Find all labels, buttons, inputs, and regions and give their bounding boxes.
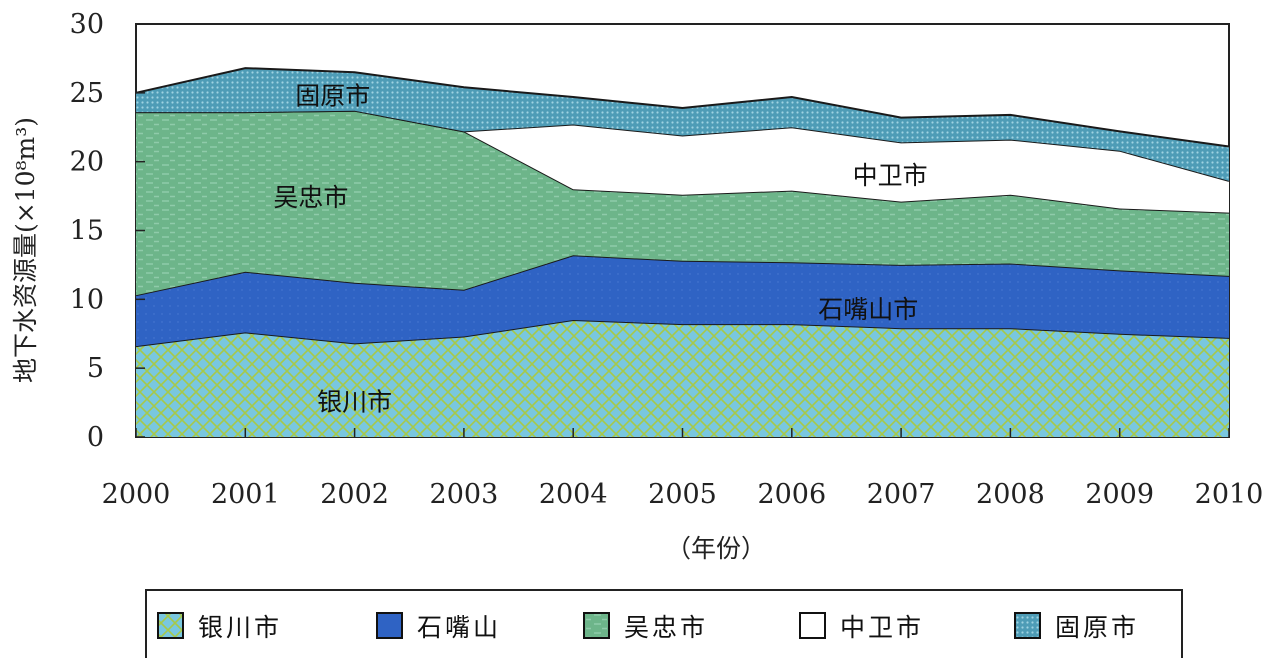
legend-swatch-yinchuan xyxy=(157,612,184,639)
x-tick-label: 2001 xyxy=(211,479,280,510)
legend-swatch-wuzhong xyxy=(583,612,610,639)
area-labels: 银川市 石嘴山市 吴忠市 中卫市 固原市 xyxy=(273,81,927,416)
y-tick-label: 10 xyxy=(70,284,104,315)
y-tick-label: 0 xyxy=(87,422,104,453)
legend-swatch-shizuishan xyxy=(376,612,403,639)
legend-label: 固原市 xyxy=(1055,613,1139,642)
area-label: 银川市 xyxy=(317,387,392,416)
x-tick-label: 2004 xyxy=(539,479,608,510)
area-guyuan xyxy=(136,68,1229,181)
y-axis: 0 5 10 15 20 25 30 xyxy=(70,9,145,453)
legend-box xyxy=(145,589,1183,658)
x-tick-label: 2006 xyxy=(757,479,826,510)
x-tick-label: 2003 xyxy=(430,479,499,510)
y-tick-label: 25 xyxy=(70,78,104,109)
legend-swatch-zhongwei xyxy=(799,612,826,639)
area-label: 中卫市 xyxy=(853,161,928,190)
x-axis: 2000 2001 2002 2003 2004 2005 2006 2007 2008 2009… xyxy=(102,428,1264,510)
x-tick-label: 2008 xyxy=(976,479,1045,510)
area-guyuan-top-line xyxy=(135,67,1230,148)
area-wuzhong xyxy=(136,110,1229,296)
area-label: 固原市 xyxy=(295,81,370,110)
area-yinchuan xyxy=(136,320,1229,437)
x-tick-label: 2010 xyxy=(1195,479,1264,510)
y-tick-label: 5 xyxy=(87,353,104,384)
x-tick-label: 2007 xyxy=(867,479,936,510)
legend-swatch-guyuan xyxy=(1014,612,1041,639)
y-tick-label: 15 xyxy=(70,216,104,247)
x-tick-label: 2000 xyxy=(102,479,171,510)
y-tick-label: 20 xyxy=(70,147,104,178)
x-tick-label: 2005 xyxy=(648,479,717,510)
legend-label: 银川市 xyxy=(198,613,282,642)
area-label: 石嘴山市 xyxy=(818,295,918,324)
legend: 银川市 石嘴山 吴忠市 中卫市 固原市 xyxy=(145,589,1183,658)
legend-label: 中卫市 xyxy=(840,613,924,642)
y-axis-title: 地下水资源量(×10⁸m³) xyxy=(11,117,40,383)
area-shizuishan xyxy=(136,255,1229,347)
area-label: 吴忠市 xyxy=(273,183,348,212)
y-tick-label: 30 xyxy=(70,9,104,40)
area-zhongwei xyxy=(136,110,1229,213)
x-axis-title: （年份） xyxy=(666,534,766,563)
legend-label: 石嘴山 xyxy=(417,613,501,642)
x-tick-label: 2009 xyxy=(1085,479,1154,510)
x-tick-label: 2002 xyxy=(320,479,389,510)
stacked-areas xyxy=(135,67,1230,437)
legend-label: 吴忠市 xyxy=(624,613,708,642)
